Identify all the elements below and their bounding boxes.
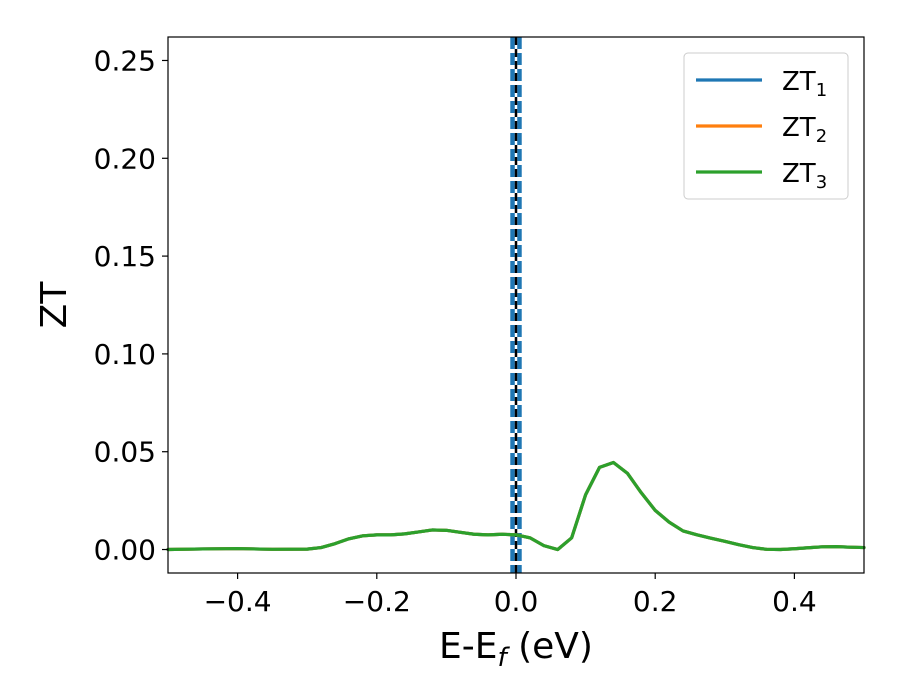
series-lines — [166, 460, 866, 552]
y-tick-label: 0.05 — [94, 436, 156, 469]
y-tick-label: 0.25 — [94, 44, 156, 77]
y-tick-label: 0.15 — [94, 240, 156, 273]
legend-label-zt2: ZT2 — [782, 113, 827, 147]
legend-label-zt3: ZT3 — [782, 159, 827, 193]
x-axis-label: E-Ef (eV) — [439, 626, 593, 673]
x-tick-label: 0.0 — [494, 585, 539, 618]
x-axis: −0.4 −0.2 0.0 0.2 0.4 — [204, 573, 817, 618]
legend-label-zt1: ZT1 — [782, 67, 827, 101]
x-tick-label: 0.4 — [772, 585, 817, 618]
x-tick-label: −0.4 — [204, 585, 272, 618]
y-tick-label: 0.10 — [94, 338, 156, 371]
legend: ZT1 ZT2 ZT3 — [683, 52, 849, 200]
legend-box — [683, 52, 849, 200]
y-tick-label: 0.20 — [94, 142, 156, 175]
y-axis-label: ZT — [34, 281, 75, 329]
x-tick-label: −0.2 — [343, 585, 411, 618]
vertical-lines — [510, 37, 522, 573]
x-tick-label: 0.2 — [633, 585, 678, 618]
y-tick-label: 0.00 — [94, 534, 156, 567]
y-axis: 0.00 0.05 0.10 0.15 0.20 0.25 — [94, 44, 168, 567]
series-line-zt3 — [166, 460, 866, 552]
